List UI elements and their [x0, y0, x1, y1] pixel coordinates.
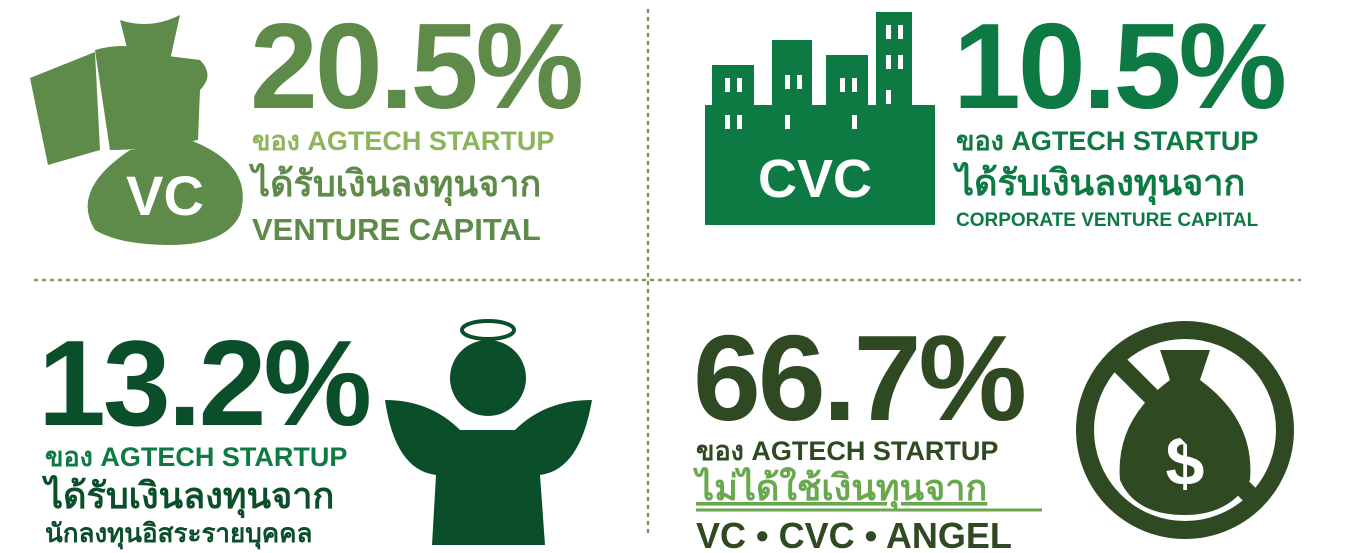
windows — [725, 25, 903, 129]
percentage: 13.2% — [38, 315, 369, 451]
description: ได้รับเงินลงทุนจาก — [952, 161, 1245, 206]
description: ไม่ได้ใช้เงินทุนจาก — [692, 466, 987, 511]
icon-label: VC — [126, 164, 204, 227]
source: VC • CVC • ANGEL — [696, 515, 1012, 553]
icon-label: CVC — [758, 149, 872, 209]
description: ได้รับเงินลงทุนจาก — [248, 162, 541, 207]
subtitle: ของ AGTECH STARTUP — [956, 126, 1258, 156]
angel-icon — [385, 319, 592, 545]
percentage: 20.5% — [250, 0, 581, 134]
subtitle: ของ AGTECH STARTUP — [45, 442, 347, 472]
cvc-icon — [705, 12, 935, 225]
no-money-icon: $ — [1076, 321, 1294, 539]
source: นักลงทุนอิสระรายบุคคล — [45, 518, 313, 550]
source: CORPORATE VENTURE CAPITAL — [956, 210, 1259, 231]
subtitle: ของ AGTECH STARTUP — [252, 126, 554, 156]
subtitle: ของ AGTECH STARTUP — [696, 436, 998, 466]
percentage: 66.7% — [693, 310, 1024, 446]
source: VENTURE CAPITAL — [252, 212, 541, 247]
percentage: 10.5% — [953, 0, 1284, 134]
description: ได้รับเงินลงทุนจาก — [41, 474, 334, 519]
vc-icon — [30, 15, 243, 245]
